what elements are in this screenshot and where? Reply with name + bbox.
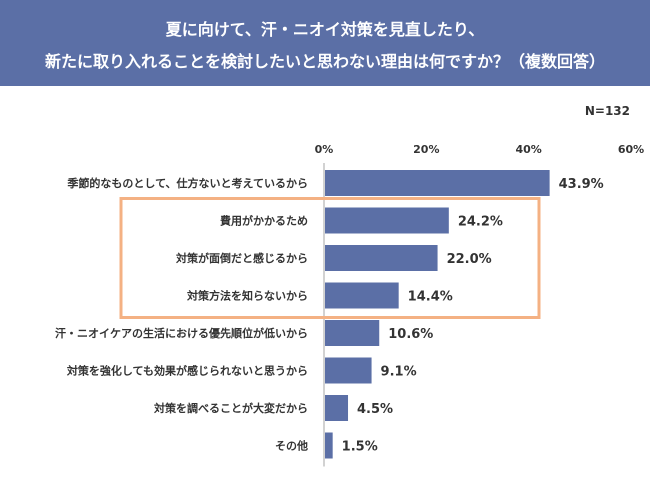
bar — [325, 207, 449, 234]
x-tick-label: 0% — [315, 143, 334, 156]
bar — [325, 282, 399, 309]
value-label: 24.2% — [458, 215, 503, 230]
title-band: 夏に向けて、汗・ニオイ対策を見直したり、 新たに取り入れることを検討したいと思わ… — [0, 0, 650, 86]
category-label: 対策方法を知らないから — [186, 289, 308, 303]
sample-size-label: N=132 — [584, 104, 630, 118]
category-label: 対策が面倒だと感じるから — [175, 251, 308, 265]
category-label: 季節的なものとして、仕方ないと考えているから — [66, 176, 308, 190]
value-label: 4.5% — [357, 402, 393, 417]
bar — [325, 245, 438, 271]
category-label: 対策を強化しても効果が感じられないと思うから — [66, 364, 308, 378]
value-label: 22.0% — [447, 252, 492, 267]
x-tick-label: 20% — [413, 143, 439, 156]
chart-title-line-1: 夏に向けて、汗・ニオイ対策を見直したり、 — [165, 20, 485, 39]
value-label: 1.5% — [342, 440, 378, 455]
value-label: 14.4% — [408, 290, 453, 305]
value-label: 43.9% — [559, 177, 604, 192]
bar — [325, 395, 349, 421]
bar — [325, 357, 372, 384]
x-tick-label: 60% — [618, 143, 644, 156]
category-label: 対策を調べることが大変だから — [153, 401, 308, 415]
highlight-box — [119, 197, 541, 319]
category-label: その他 — [275, 439, 308, 453]
category-label: 汗・ニオイケアの生活における優先順位が低いから — [55, 326, 308, 340]
category-label: 費用がかかるため — [219, 214, 308, 228]
bar — [325, 320, 380, 346]
bar — [325, 170, 550, 196]
chart-title-line-2: 新たに取り入れることを検討したいと思わない理由は何ですか？（複数回答） — [44, 52, 605, 71]
bar — [325, 432, 333, 459]
x-tick-label: 40% — [515, 143, 541, 156]
value-label: 9.1% — [381, 365, 417, 380]
value-label: 10.6% — [388, 327, 433, 342]
